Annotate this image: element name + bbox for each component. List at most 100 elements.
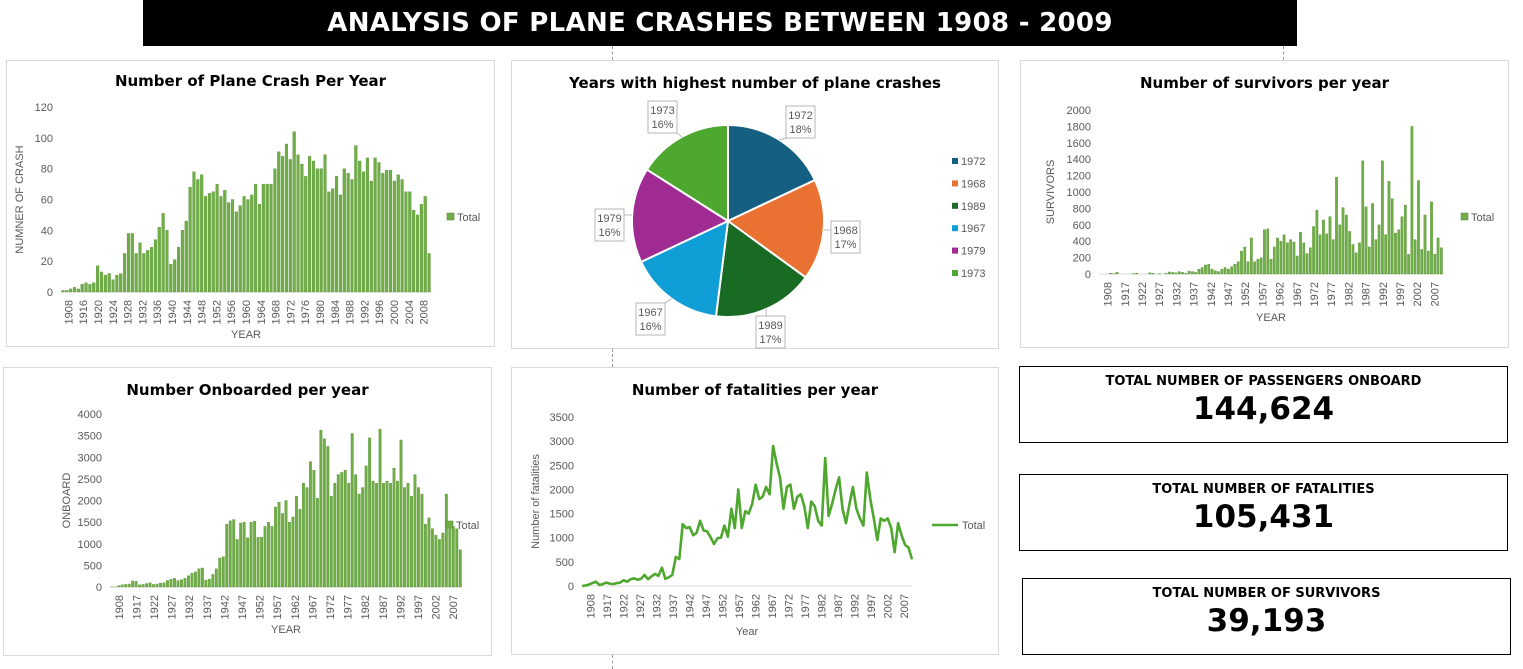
onboard-bar-55	[302, 483, 305, 588]
survivors-bar-25	[1181, 272, 1184, 275]
pie-legend-label-1973: 1973	[961, 268, 985, 280]
survivors-bar-97	[1417, 180, 1420, 275]
crashes-xtick-22: 2000	[389, 300, 401, 324]
survivors-ytick-1: 200	[1073, 253, 1091, 265]
crashes-bar-38	[207, 193, 211, 293]
pie-chart-svg: 1972 18% 1968 17% 1989 17% 1967 16% 1979 16% 1973 1…	[594, 100, 985, 349]
onboard-bar-73	[364, 465, 368, 588]
onboard-bar-26	[200, 567, 204, 588]
survivors-bar-78	[1354, 252, 1358, 275]
survivors-bar-54	[1276, 237, 1279, 275]
onboard-xtick-7: 1947	[237, 595, 249, 619]
onboard-bar-82	[396, 480, 399, 588]
crashes-bar-15	[119, 273, 123, 293]
crashes-bar-43	[227, 202, 231, 293]
survivors-bar-96	[1413, 239, 1417, 275]
crashes-bar-24	[153, 239, 157, 293]
crashes-bar-9	[96, 265, 100, 293]
onboard-bar-47	[274, 506, 277, 588]
onboard-bar-81	[392, 467, 396, 588]
crashes-xtick-19: 1988	[345, 300, 357, 324]
onboard-bar-39	[246, 537, 250, 588]
survivors-bar-94	[1407, 254, 1410, 275]
onboard-bar-21	[183, 578, 187, 588]
survivors-bar-21	[1168, 271, 1171, 275]
onboard-bar-80	[389, 483, 392, 588]
pie-label-box-1979	[594, 208, 625, 242]
survivors-bar-30	[1197, 268, 1201, 275]
onboard-xtick-3: 1927	[167, 595, 179, 619]
crashes-bar-14	[115, 274, 119, 293]
crashes-ytick-6: 120	[35, 102, 53, 114]
survivors-ytick-4: 800	[1073, 203, 1091, 215]
pie-label-year-1968: 1968	[833, 225, 857, 237]
survivors-bar-24	[1177, 271, 1181, 275]
survivors-bar-72	[1335, 177, 1338, 275]
crashes-bar-32	[184, 220, 188, 293]
crashes-bar-91	[412, 210, 416, 293]
fatalities-series-line	[581, 444, 914, 588]
crashes-xtick-7: 1940	[167, 300, 179, 324]
survivors-bar-37	[1220, 268, 1224, 275]
onboard-bar-2	[117, 585, 121, 588]
onboard-bar-65	[336, 474, 340, 588]
survivors-xtick-11: 1967	[1292, 282, 1304, 306]
onboard-xtick-10: 1962	[290, 595, 302, 619]
crashes-bar-59	[288, 159, 292, 293]
fatalities-xtick-12: 1972	[783, 594, 795, 618]
onboard-bar-62	[326, 446, 330, 588]
crashes-xtick-8: 1944	[182, 300, 194, 324]
survivors-bar-65	[1312, 226, 1315, 275]
dashboard-title-bar: ANALYSIS OF PLANE CRASHES BETWEEN 1908 -…	[143, 0, 1297, 46]
crashes-bar-27	[165, 230, 169, 293]
crashes-bar-0	[61, 290, 65, 293]
crashes-bar-8	[92, 282, 96, 293]
fatalities-ytick-0: 0	[568, 581, 574, 593]
survivors-bar-51	[1266, 228, 1270, 275]
onboard-bar-18	[173, 578, 176, 588]
onboard-xtick-16: 1992	[395, 595, 407, 619]
onboard-chart-title: Number Onboarded per year	[126, 381, 369, 399]
kpi-passengers-label: TOTAL NUMBER OF PASSENGERS ONBOARD	[1105, 374, 1422, 389]
survivors-bar-35	[1213, 270, 1217, 275]
crashes-xtick-15: 1972	[285, 300, 297, 324]
survivors-bar-26	[1184, 273, 1188, 275]
fatalities-ytick-6: 3000	[550, 436, 574, 448]
pie-label-year-1979: 1979	[597, 213, 621, 225]
crashes-chart-title: Number of Plane Crash Per Year	[114, 72, 387, 90]
crashes-bar-75	[350, 179, 354, 293]
survivors-bar-44	[1243, 246, 1247, 275]
kpi-passengers-card: TOTAL NUMBER OF PASSENGERS ONBOARD 144,6…	[1019, 366, 1508, 443]
survivors-bar-48	[1256, 259, 1260, 275]
crashes-bar-46	[238, 205, 242, 293]
crashes-xtick-2: 1920	[93, 300, 105, 324]
onboard-ytick-7: 3500	[78, 431, 102, 443]
survivors-bar-56	[1282, 234, 1286, 275]
onboard-bar-59	[315, 498, 319, 588]
survivors-xtick-0: 1908	[1103, 282, 1115, 306]
pie-slice-1989	[714, 219, 808, 318]
crashes-bar-76	[354, 145, 358, 293]
survivors-xtick-16: 1992	[1378, 282, 1390, 306]
survivors-bar-15	[1148, 272, 1152, 275]
survivors-ytick-5: 1000	[1067, 187, 1091, 199]
pie-label-pct-1973: 16%	[651, 119, 673, 131]
crashes-bar-80	[369, 180, 373, 293]
survivors-bar-87	[1384, 234, 1387, 275]
crashes-bar-5	[80, 284, 84, 293]
onboard-bar-93	[434, 534, 438, 588]
crashes-bar-57	[281, 156, 285, 293]
crashes-bar-48	[246, 199, 250, 293]
kpi-survivors-card: TOTAL NUMBER OF SURVIVORS 39,193	[1022, 578, 1511, 655]
crashes-xtick-17: 1980	[315, 300, 327, 324]
onboard-bar-90	[424, 524, 427, 588]
survivors-bar-62	[1302, 242, 1306, 275]
crashes-bar-33	[188, 187, 192, 293]
pie-label-box-1967	[635, 302, 666, 336]
onboard-bar-17	[169, 579, 173, 588]
onboard-bar-87	[413, 474, 417, 588]
pie-slice-1967	[639, 219, 730, 318]
pie-slice-1968	[726, 178, 825, 279]
onboard-bar-97	[448, 526, 452, 588]
survivors-xtick-13: 1977	[1326, 282, 1338, 306]
